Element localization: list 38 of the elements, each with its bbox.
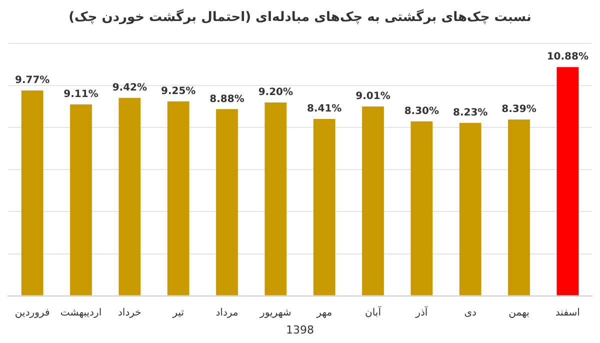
data-label: 8.39% [502, 104, 536, 116]
x-tick-label: بهمن [508, 307, 530, 318]
bar [362, 106, 384, 296]
data-label: 9.11% [64, 88, 98, 100]
data-label: 8.41% [306, 104, 342, 115]
bar [216, 109, 238, 296]
x-tick-label: اسفند [555, 307, 580, 318]
data-label: 9.42% [112, 82, 148, 94]
data-label: 8.23% [452, 107, 488, 118]
x-tick-label: تیر [172, 307, 184, 318]
x-tick-label: شهریور [259, 307, 292, 318]
bar [459, 122, 482, 296]
bar [118, 98, 141, 296]
bar [556, 67, 579, 296]
bar [21, 90, 44, 296]
data-label: 10.88% [546, 52, 588, 63]
bar [508, 119, 530, 296]
x-axis-title: 1398 [286, 323, 314, 336]
x-tick-label: خرداد [118, 307, 142, 318]
data-label: 9.25% [160, 86, 196, 97]
data-label: 8.88% [210, 94, 244, 105]
data-label: 9.77% [14, 75, 50, 86]
x-tick-label: مهر [316, 307, 332, 318]
bar [410, 121, 433, 296]
chart-title: نسبت چک‌های برگشتی به چک‌های مبادله‌ای (احتمال برگشت خوردن چک) [68, 9, 532, 26]
bar [313, 119, 336, 296]
bar [70, 104, 92, 296]
data-label: 8.30% [404, 106, 440, 117]
x-tick-label: فروردین [14, 307, 50, 318]
x-tick-label: آذر [414, 305, 429, 318]
x-tick-label: دی [464, 307, 476, 318]
x-tick-label: آبان [365, 305, 382, 318]
x-tick-label: مرداد [216, 307, 238, 318]
data-label: 9.20% [258, 87, 294, 98]
x-tick-label: اردیبهشت [60, 307, 102, 318]
bar [167, 101, 190, 296]
data-label: 9.01% [356, 91, 390, 102]
bar [264, 102, 287, 296]
